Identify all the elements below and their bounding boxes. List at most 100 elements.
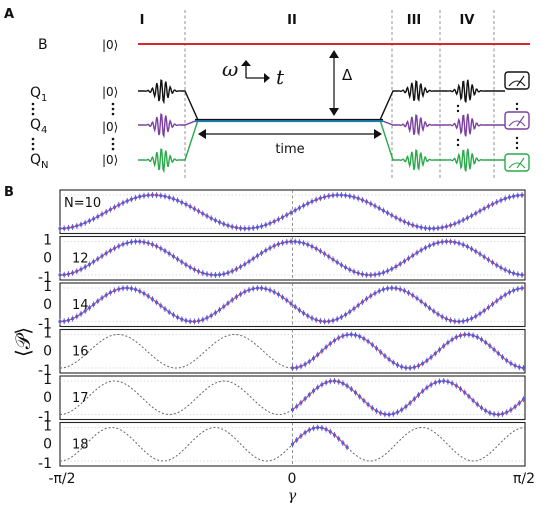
data-point — [449, 223, 453, 227]
data-point — [428, 244, 432, 248]
data-point — [121, 201, 125, 205]
data-point — [264, 287, 268, 291]
data-point — [356, 196, 360, 201]
data-point — [503, 293, 507, 297]
data-point — [377, 289, 381, 293]
arrow-up-icon — [329, 50, 339, 58]
data-point — [345, 333, 349, 337]
data-point — [167, 251, 171, 256]
data-point — [345, 445, 349, 449]
data-point — [180, 317, 184, 321]
x-axis-label: γ — [288, 488, 297, 504]
data-point — [454, 384, 458, 388]
data-point — [328, 430, 332, 434]
y-tick-label: 1 — [43, 372, 52, 388]
data-point — [307, 428, 311, 432]
data-point — [442, 344, 446, 348]
data-point — [87, 306, 91, 310]
data-point — [381, 270, 385, 275]
data-point — [134, 239, 138, 244]
data-point — [230, 225, 234, 229]
data-point — [337, 336, 341, 340]
meter-icon-q4 — [504, 111, 530, 130]
data-point — [331, 318, 335, 323]
data-point — [416, 364, 421, 368]
data-point — [184, 202, 188, 206]
data-point — [341, 381, 345, 385]
data-point — [373, 204, 377, 208]
data-point — [251, 287, 255, 291]
data-point — [108, 249, 112, 253]
data-point — [66, 226, 70, 230]
data-point — [465, 216, 469, 220]
data-point — [433, 351, 437, 356]
fit-curve — [292, 333, 525, 369]
data-point — [79, 222, 83, 227]
row-n-label: N=10 — [64, 196, 101, 211]
y-tick-label: -1 — [38, 270, 52, 286]
data-point — [138, 239, 142, 244]
data-point — [167, 195, 171, 200]
data-point — [197, 269, 201, 274]
data-point — [188, 265, 192, 269]
data-point — [366, 402, 370, 407]
data-point — [412, 365, 416, 369]
data-point — [356, 303, 360, 307]
data-point — [285, 240, 289, 244]
data-point — [458, 387, 463, 391]
data-point — [197, 319, 201, 323]
data-point — [386, 211, 390, 215]
data-point — [474, 249, 478, 253]
data-point — [318, 319, 322, 323]
data-point — [369, 294, 373, 298]
data-point — [243, 290, 247, 294]
data-point — [402, 220, 406, 224]
data-point — [421, 389, 425, 393]
data-point — [314, 198, 318, 202]
data-point — [352, 195, 356, 199]
data-point — [511, 194, 516, 198]
data-point — [517, 401, 521, 405]
data-point — [353, 333, 358, 337]
data-point — [391, 360, 395, 365]
qubit-label-n: QN — [30, 152, 49, 171]
data-point — [482, 255, 486, 259]
data-point — [461, 218, 465, 222]
data-point — [264, 248, 268, 252]
data-point — [62, 319, 66, 323]
qubit-trace-q1 — [138, 79, 505, 121]
data-point — [324, 427, 328, 431]
data-point — [345, 384, 349, 388]
data-point — [113, 246, 117, 250]
data-point — [209, 273, 213, 277]
data-point — [499, 266, 503, 270]
data-point — [395, 410, 400, 414]
data-point — [234, 295, 238, 299]
data-point — [391, 412, 395, 416]
data-point — [349, 387, 353, 391]
data-point — [484, 340, 488, 345]
bus-ket: |0⟩ — [102, 38, 118, 52]
data-point — [184, 263, 188, 267]
data-point — [159, 304, 163, 308]
data-point — [134, 196, 138, 200]
data-point — [327, 194, 331, 198]
data-point — [516, 272, 520, 276]
data-point — [222, 272, 226, 276]
row-plot: 16 — [59, 328, 526, 374]
data-point — [295, 438, 299, 442]
row-n-label: 12 — [72, 252, 89, 267]
data-point — [377, 272, 381, 276]
data-point — [327, 319, 331, 323]
data-point — [373, 273, 377, 277]
data-point — [192, 319, 196, 324]
qubit-ket-n: |0⟩ — [102, 153, 118, 167]
data-point — [360, 300, 364, 304]
data-point — [358, 395, 362, 399]
data-point — [394, 286, 398, 290]
data-point — [218, 308, 222, 312]
data-point — [507, 195, 511, 199]
data-point — [260, 286, 264, 290]
data-point — [323, 195, 327, 199]
data-point — [520, 286, 524, 290]
